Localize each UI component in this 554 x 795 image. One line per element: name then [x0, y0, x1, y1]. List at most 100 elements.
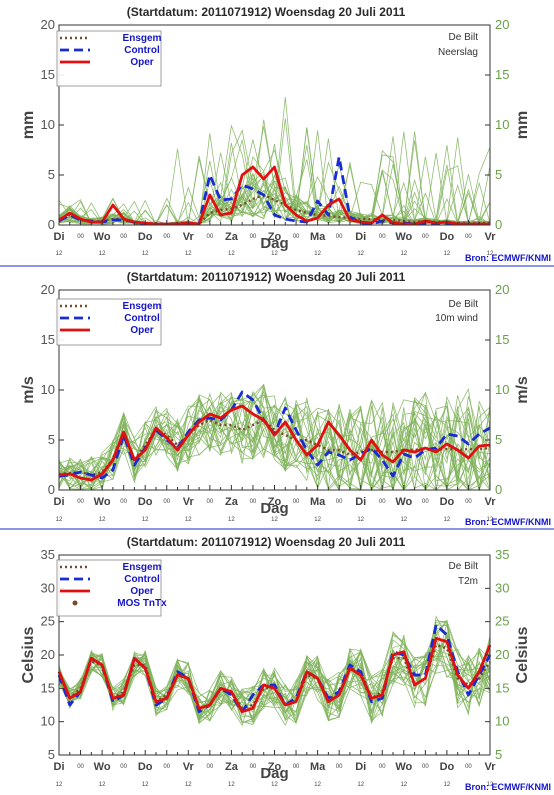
- y-tick-label-right: 15: [495, 680, 509, 695]
- x-hour-label: 12: [99, 251, 106, 257]
- ensemble-member-line: [58, 392, 491, 491]
- ensemble-member-line: [58, 403, 491, 492]
- y-tick-label: 15: [41, 332, 55, 347]
- x-hour-label: 12: [185, 251, 192, 257]
- ensemble-member-line: [58, 620, 491, 725]
- ensemble-member-line: [58, 96, 491, 226]
- x-tick-label: Vr: [484, 231, 496, 243]
- x-midnight-label: 00: [293, 764, 300, 770]
- legend-label: Ensgem: [123, 301, 162, 312]
- x-tick-label: Wo: [94, 761, 111, 773]
- x-tick-label: Wo: [395, 496, 412, 508]
- x-hour-label: 12: [444, 251, 451, 257]
- x-midnight-label: 00: [120, 499, 127, 505]
- x-hour-label: 12: [185, 517, 192, 523]
- y-axis-label: mm: [20, 111, 37, 139]
- x-midnight-label: 00: [336, 234, 343, 240]
- legend-label: Control: [124, 574, 160, 585]
- y-tick-label-right: 30: [495, 580, 509, 595]
- station-label: De Bilt: [449, 299, 479, 310]
- legend-label: Ensgem: [123, 562, 162, 573]
- x-hour-label: 12: [56, 782, 63, 788]
- x-tick-label: Vr: [484, 496, 496, 508]
- x-midnight-label: 00: [77, 234, 84, 240]
- x-midnight-label: 00: [293, 499, 300, 505]
- x-hour-label: 12: [185, 782, 192, 788]
- y-tick-label: 20: [41, 17, 55, 32]
- x-midnight-label: 00: [293, 234, 300, 240]
- x-tick-label: Ma: [310, 761, 326, 773]
- y-tick-label-right: 25: [495, 614, 509, 629]
- source-label: Bron: ECMWF/KNMI: [465, 517, 551, 527]
- x-tick-label: Za: [225, 761, 239, 773]
- x-midnight-label: 00: [120, 764, 127, 770]
- x-hour-label: 12: [444, 517, 451, 523]
- legend-label: Oper: [130, 57, 153, 68]
- legend-box: [56, 30, 162, 87]
- station-label: De Bilt: [449, 561, 479, 572]
- x-midnight-label: 00: [379, 234, 386, 240]
- x-midnight-label: 00: [163, 764, 170, 770]
- y-tick-label-right: 15: [495, 332, 509, 347]
- legend-box: [56, 298, 162, 346]
- x-tick-label: Do: [138, 496, 153, 508]
- x-tick-label: Di: [355, 761, 366, 773]
- y-tick-label-right: 5: [495, 747, 502, 762]
- ensemble-member-line: [58, 398, 491, 490]
- y-tick-label: 20: [41, 282, 55, 297]
- x-hour-label: 12: [487, 517, 494, 523]
- x-tick-label: Za: [225, 231, 239, 243]
- x-hour-label: 12: [487, 251, 494, 257]
- x-midnight-label: 00: [422, 234, 429, 240]
- x-midnight-label: 00: [163, 499, 170, 505]
- temperature-panel: (Startdatum: 2011071912) Woensdag 20 Jul…: [20, 535, 551, 792]
- x-tick-label: Vr: [484, 761, 496, 773]
- series-line-oper: [58, 165, 490, 226]
- legend-label: MOS TnTx: [117, 598, 167, 609]
- x-tick-label: Do: [440, 761, 455, 773]
- y-axis-label: m/s: [20, 376, 37, 404]
- y-tick-label: 35: [41, 547, 55, 562]
- y-tick-label-right: 20: [495, 647, 509, 662]
- legend-label: Control: [124, 313, 160, 324]
- y-tick-label: 20: [41, 647, 55, 662]
- y-tick-label-right: 0: [495, 217, 502, 232]
- x-tick-label: Di: [355, 231, 366, 243]
- x-hour-label: 12: [271, 251, 278, 257]
- x-midnight-label: 00: [207, 499, 214, 505]
- x-tick-label: Do: [138, 231, 153, 243]
- x-tick-label: Zo: [268, 496, 282, 508]
- legend-label: Oper: [130, 325, 153, 336]
- y-tick-label: 10: [41, 382, 55, 397]
- x-midnight-label: 00: [465, 764, 472, 770]
- x-tick-label: Za: [225, 496, 239, 508]
- ensemble-member-line: [58, 124, 491, 226]
- x-tick-label: Di: [54, 496, 65, 508]
- y-tick-label-right: 20: [495, 17, 509, 32]
- x-hour-label: 12: [400, 517, 407, 523]
- y-tick-label: 5: [48, 167, 55, 182]
- x-hour-label: 12: [314, 517, 321, 523]
- x-tick-label: Di: [54, 231, 65, 243]
- y-tick-label: 10: [41, 714, 55, 729]
- x-tick-label: Do: [138, 761, 153, 773]
- x-midnight-label: 00: [465, 234, 472, 240]
- x-hour-label: 12: [228, 782, 235, 788]
- station-label: De Bilt: [449, 32, 479, 43]
- x-midnight-label: 00: [250, 234, 257, 240]
- x-hour-label: 12: [228, 517, 235, 523]
- x-hour-label: 12: [56, 251, 63, 257]
- x-tick-label: Wo: [94, 496, 111, 508]
- x-hour-label: 12: [99, 782, 106, 788]
- source-label: Bron: ECMWF/KNMI: [465, 253, 551, 263]
- x-midnight-label: 00: [379, 764, 386, 770]
- y-tick-label-right: 0: [495, 482, 502, 497]
- ensemble-member-line: [58, 395, 491, 492]
- variable-label: T2m: [458, 576, 478, 587]
- x-midnight-label: 00: [207, 764, 214, 770]
- ensemble-members: [58, 96, 491, 226]
- x-hour-label: 12: [314, 251, 321, 257]
- x-tick-label: Do: [440, 496, 455, 508]
- legend-swatch-mos: [72, 600, 78, 606]
